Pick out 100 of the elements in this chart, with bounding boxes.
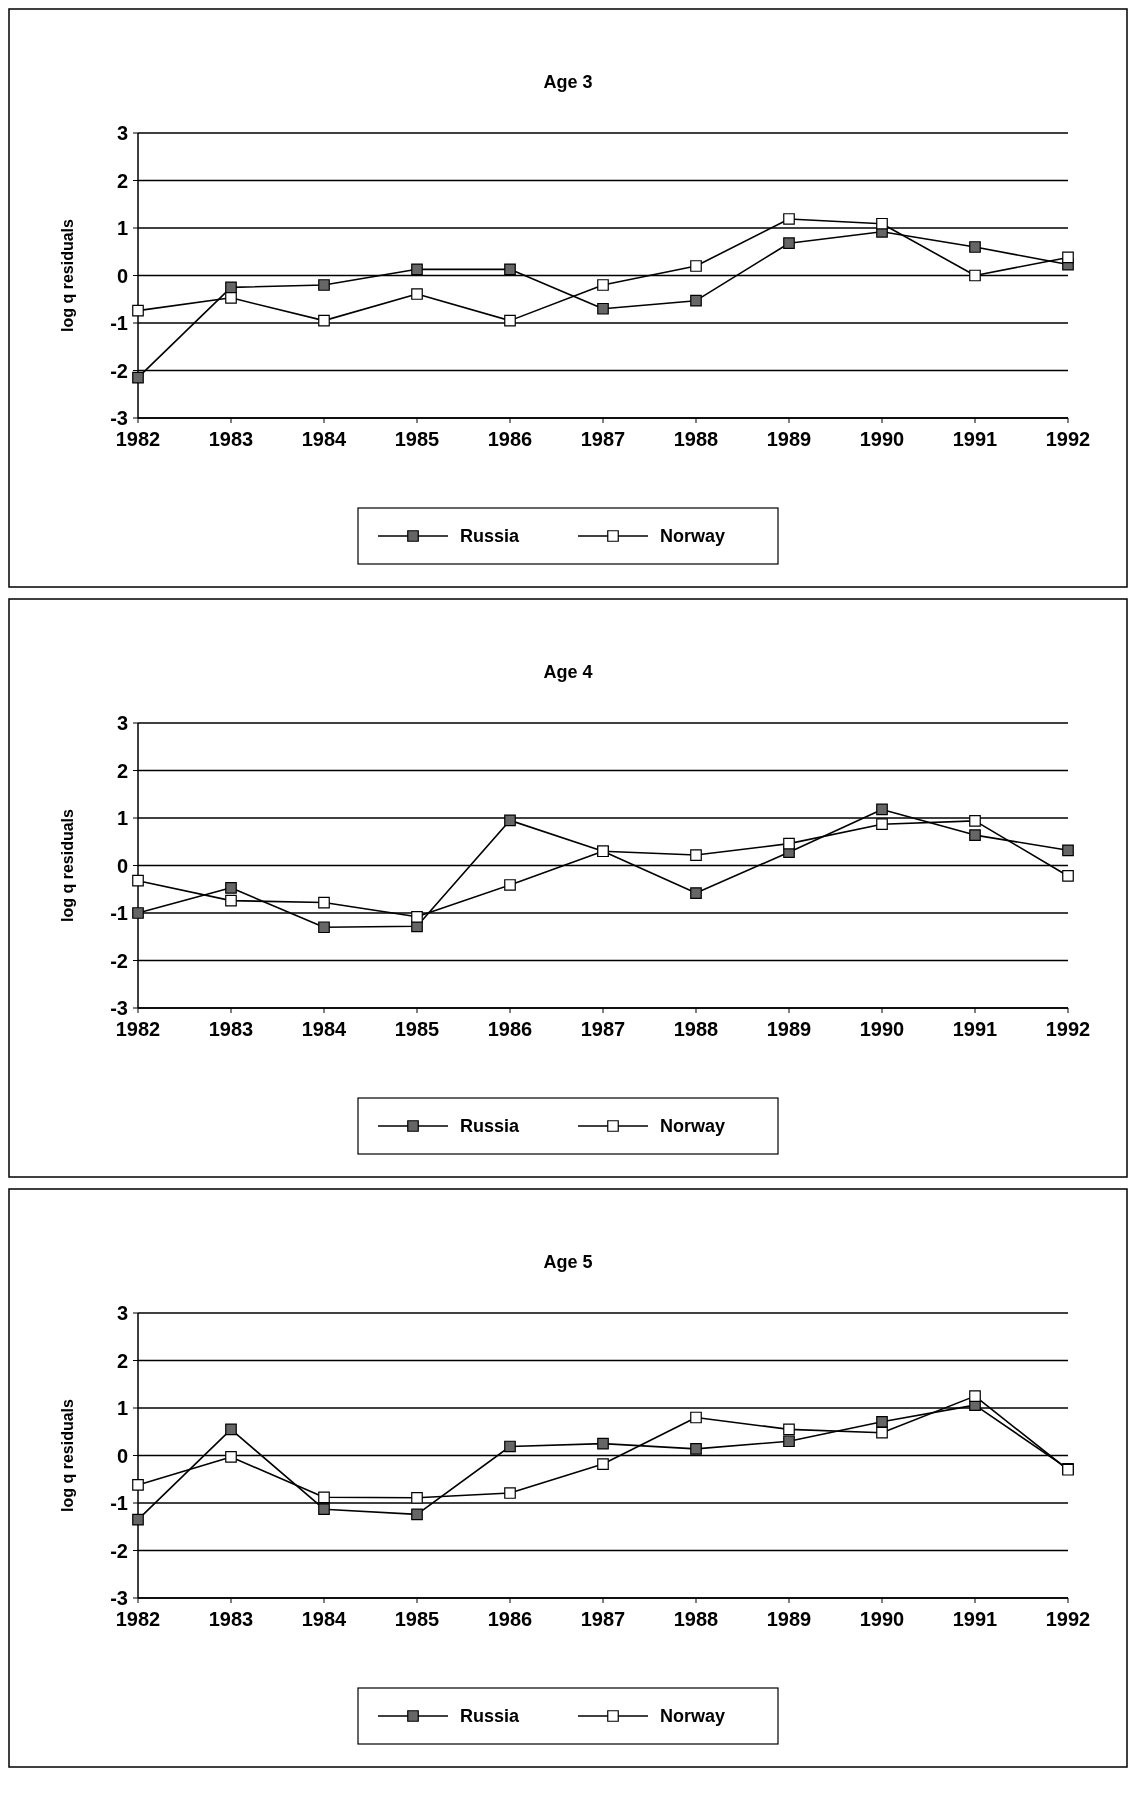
- x-tick-label: 1990: [859, 1018, 905, 1040]
- y-tick-label: -1: [110, 1492, 128, 1514]
- x-tick-label: 1983: [208, 1608, 254, 1630]
- x-tick-label: 1984: [301, 1608, 348, 1630]
- x-tick-label: 1985: [394, 428, 440, 450]
- y-tick-label: 2: [116, 1349, 128, 1372]
- point: [225, 881, 237, 894]
- point: [132, 1479, 144, 1491]
- point: [225, 894, 237, 907]
- x-tick-label: 1992: [1045, 428, 1091, 450]
- point: [690, 849, 702, 861]
- point: [1062, 844, 1074, 857]
- point: [690, 1411, 702, 1424]
- x-tick-label: 1988: [673, 1018, 719, 1040]
- point: [504, 314, 516, 327]
- x-tick-label: 1987: [580, 428, 626, 450]
- point: [876, 818, 888, 831]
- x-tick-label: 1983: [208, 428, 254, 450]
- point: [597, 279, 609, 291]
- point: [783, 237, 795, 250]
- y-tick-label: -3: [110, 407, 128, 429]
- y-tick-label: 1: [116, 1397, 128, 1419]
- legend-label: Russia: [460, 1116, 521, 1137]
- x-tick-label: 1984: [301, 1018, 348, 1040]
- legend-label: Norway: [660, 526, 726, 547]
- y-tick-label: 1: [116, 217, 128, 239]
- x-tick-label: 1983: [208, 1018, 254, 1040]
- chart-title: Age 3: [543, 72, 593, 92]
- point: [411, 263, 423, 276]
- x-tick-label: 1990: [859, 1608, 905, 1630]
- x-tick-label: 1982: [115, 428, 161, 450]
- y-tick-label: -1: [110, 902, 128, 924]
- point: [411, 1491, 423, 1504]
- x-tick-label: 1986: [487, 1608, 533, 1630]
- x-tick-label: 1987: [580, 1018, 626, 1040]
- point: [225, 1423, 237, 1436]
- point: [504, 1487, 516, 1499]
- point: [783, 1423, 795, 1436]
- x-tick-label: 1989: [766, 428, 812, 450]
- point: [318, 1491, 330, 1504]
- point: [969, 1390, 981, 1402]
- x-tick-label: 1988: [673, 428, 719, 450]
- x-tick-label: 1991: [952, 428, 998, 450]
- point: [597, 302, 609, 315]
- point: [132, 304, 144, 317]
- point: [225, 291, 237, 304]
- point: [504, 879, 516, 891]
- legend-label: Norway: [660, 1116, 726, 1137]
- point: [225, 281, 237, 294]
- y-tick-label: -2: [110, 949, 128, 972]
- point: [318, 314, 330, 327]
- point: [969, 829, 981, 841]
- point: [318, 1503, 330, 1516]
- x-tick-label: 1991: [952, 1018, 998, 1040]
- point: [690, 887, 702, 899]
- x-tick-label: 1982: [115, 1018, 161, 1040]
- y-tick-label: -2: [110, 1539, 128, 1562]
- y-tick-label: -3: [110, 997, 128, 1019]
- y-tick-label: 0: [116, 854, 128, 877]
- point: [318, 896, 330, 909]
- point: [690, 1443, 702, 1455]
- y-axis-title: log q residuals: [59, 808, 76, 922]
- point: [597, 1458, 609, 1470]
- point: [783, 1435, 795, 1448]
- x-tick-label: 1989: [766, 1018, 812, 1040]
- x-tick-label: 1987: [580, 1608, 626, 1630]
- point: [783, 837, 795, 850]
- point: [876, 217, 888, 230]
- point: [876, 803, 888, 816]
- point: [597, 1437, 609, 1450]
- y-tick-label: 2: [116, 169, 128, 192]
- y-tick-label: -2: [110, 359, 128, 382]
- x-tick-label: 1990: [859, 428, 905, 450]
- point: [1062, 251, 1074, 264]
- x-tick-label: 1988: [673, 1608, 719, 1630]
- y-tick-label: 3: [116, 122, 128, 144]
- x-tick-label: 1986: [487, 1018, 533, 1040]
- chart-title: Age 4: [543, 662, 593, 682]
- x-tick-label: 1992: [1045, 1018, 1091, 1040]
- point: [969, 269, 981, 282]
- point: [318, 279, 330, 291]
- y-tick-label: 2: [116, 759, 128, 782]
- point: [876, 1415, 888, 1428]
- x-tick-label: 1992: [1045, 1608, 1091, 1630]
- point: [225, 1451, 237, 1463]
- point: [690, 260, 702, 272]
- point: [132, 907, 144, 919]
- y-tick-label: 3: [116, 1302, 128, 1324]
- y-tick-label: 0: [116, 264, 128, 287]
- x-tick-label: 1985: [394, 1608, 440, 1630]
- point: [504, 814, 516, 827]
- point: [411, 910, 423, 923]
- y-axis-title: log q residuals: [59, 218, 76, 332]
- legend-label: Norway: [660, 1706, 726, 1727]
- point: [969, 815, 981, 827]
- y-tick-label: 1: [116, 807, 128, 829]
- x-tick-label: 1989: [766, 1608, 812, 1630]
- legend-label: Russia: [460, 1706, 521, 1727]
- point: [318, 921, 330, 934]
- point: [504, 263, 516, 276]
